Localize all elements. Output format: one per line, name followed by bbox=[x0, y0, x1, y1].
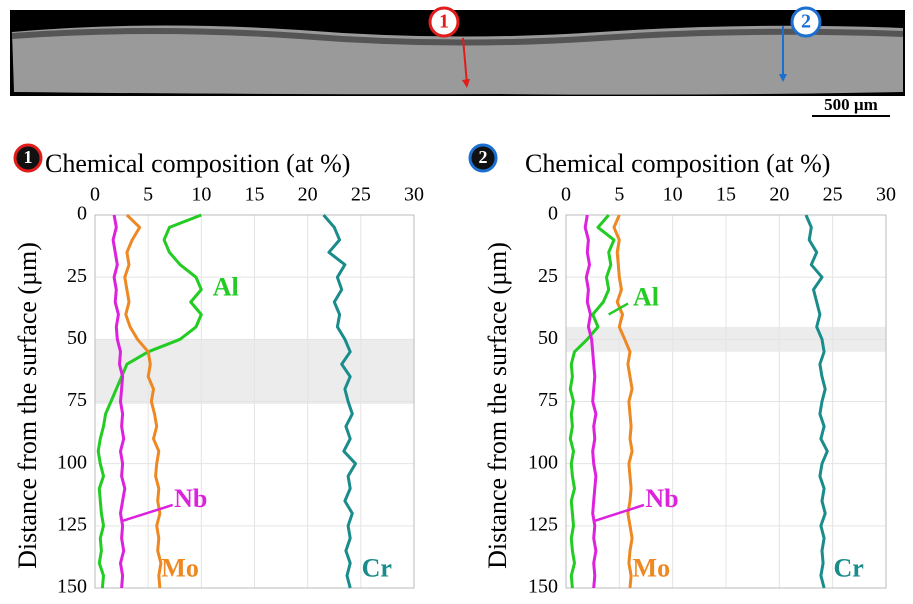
x-tick-label: 30 bbox=[876, 184, 896, 206]
arrow-head bbox=[462, 79, 470, 88]
x-tick-label: 0 bbox=[561, 184, 571, 206]
x-tick-label: 15 bbox=[716, 184, 736, 206]
label-arrow bbox=[608, 302, 629, 316]
marker-circle bbox=[468, 143, 498, 173]
x-tick-label: 30 bbox=[404, 184, 424, 206]
series-label: Mo bbox=[633, 554, 671, 583]
chart-title: Chemical composition (at %) bbox=[45, 149, 350, 178]
x-tick-label: 25 bbox=[823, 184, 843, 206]
x-tick-label: 20 bbox=[298, 184, 318, 206]
series-line bbox=[111, 214, 127, 589]
series-label: Cr bbox=[362, 554, 392, 583]
y-tick-label: 125 bbox=[57, 513, 87, 535]
series-label: Nb bbox=[645, 484, 678, 513]
y-axis-label: Distance from the surface (µm) bbox=[483, 242, 512, 569]
y-tick-label: 150 bbox=[57, 576, 87, 598]
series-label: Mo bbox=[161, 554, 199, 583]
y-tick-label: 50 bbox=[67, 327, 87, 349]
series-line bbox=[322, 214, 357, 589]
x-tick-label: 15 bbox=[245, 184, 265, 206]
y-tick-label: 75 bbox=[538, 389, 558, 411]
marker-label: 1 bbox=[24, 147, 33, 167]
series-label: Cr bbox=[834, 554, 864, 583]
micrograph-layer bbox=[11, 28, 904, 46]
x-tick-label: 5 bbox=[143, 184, 153, 206]
label-arrow bbox=[122, 503, 174, 523]
y-tick-label: 25 bbox=[67, 265, 87, 287]
micrograph-section bbox=[12, 25, 903, 95]
plot-frame bbox=[565, 214, 887, 589]
arrow bbox=[462, 37, 468, 85]
y-tick-label: 100 bbox=[528, 451, 558, 473]
scale-bar-label: 500 µm bbox=[824, 95, 878, 114]
plot-frame bbox=[94, 214, 415, 589]
x-tick-label: 10 bbox=[663, 184, 683, 206]
marker-circle bbox=[428, 6, 460, 38]
marker-label: 1 bbox=[439, 11, 449, 33]
y-tick-label: 75 bbox=[67, 389, 87, 411]
series-line bbox=[804, 214, 829, 589]
x-tick-label: 10 bbox=[191, 184, 211, 206]
x-tick-label: 0 bbox=[90, 184, 100, 206]
label-arrow bbox=[594, 503, 645, 523]
y-tick-label: 50 bbox=[538, 327, 558, 349]
y-tick-label: 100 bbox=[57, 451, 87, 473]
y-axis-label: Distance from the surface (µm) bbox=[13, 242, 42, 569]
x-tick-label: 20 bbox=[769, 184, 789, 206]
series-line bbox=[96, 213, 203, 589]
series-line bbox=[612, 214, 634, 589]
y-tick-label: 0 bbox=[77, 203, 87, 225]
marker-circle bbox=[13, 143, 43, 173]
x-tick-label: 25 bbox=[351, 184, 371, 206]
y-tick-label: 150 bbox=[528, 576, 558, 598]
y-tick-label: 25 bbox=[538, 265, 558, 287]
marker-circle bbox=[790, 6, 822, 38]
marker-label: 2 bbox=[801, 11, 811, 33]
series-line bbox=[568, 214, 616, 589]
series-line bbox=[123, 213, 163, 589]
series-label: Al bbox=[633, 283, 659, 312]
series-label: Al bbox=[213, 273, 239, 302]
y-tick-label: 125 bbox=[528, 513, 558, 535]
series-label: Nb bbox=[174, 484, 207, 513]
y-tick-label: 0 bbox=[548, 203, 558, 225]
marker-label: 2 bbox=[479, 147, 488, 167]
arrow-head bbox=[779, 74, 787, 82]
series-line bbox=[583, 214, 598, 589]
x-tick-label: 5 bbox=[614, 184, 624, 206]
chart-title: Chemical composition (at %) bbox=[525, 149, 830, 178]
